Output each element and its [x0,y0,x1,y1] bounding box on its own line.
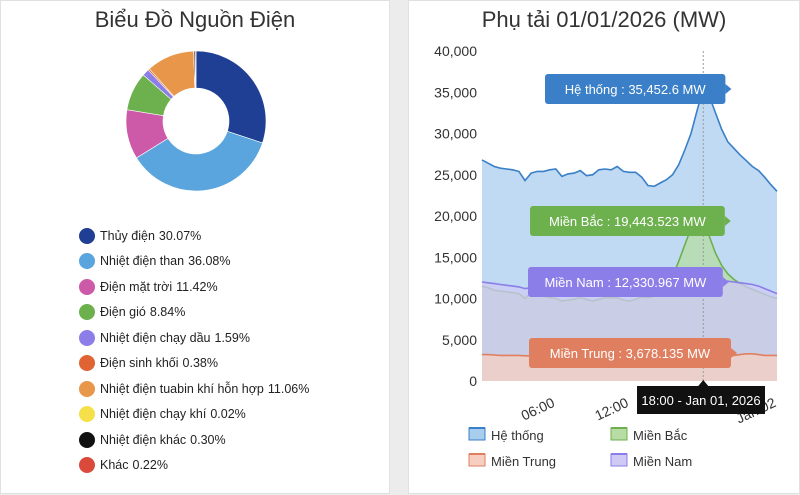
y-tick-label: 0 [469,373,477,389]
legend-label: Khác [100,458,129,473]
x-axis-tooltip: 18:00 - Jan 01, 2026 [637,380,765,414]
series-tooltip-3: Miền Trung : 3,678.135 MW [529,338,737,368]
legend-swatch [79,457,95,474]
area-legend-item-0[interactable]: Hệ thống [468,427,544,443]
series-tooltip-1: Miền Bắc : 19,443.523 MW [530,206,731,236]
area-legend-label: Miền Trung [491,454,556,469]
x-axis-tooltip-text: 18:00 - Jan 01, 2026 [641,393,760,408]
legend-swatch [79,304,95,321]
legend-swatch [79,253,95,270]
pie-legend-item-3[interactable]: Điện gió 8.84% [79,300,309,326]
load-chart-title: Phụ tải 01/01/2026 (MW) [481,7,727,32]
y-tick-label: 25,000 [434,167,477,183]
legend-value: 11.42% [176,279,218,294]
load-chart-panel: Phụ tải 01/01/2026 (MW) 0 5,000 10,000 15,0… [408,0,800,494]
pie-legend-item-6[interactable]: Nhiệt điện tuabin khí hỗn hợp 11.06% [79,376,309,402]
legend-value: 11.06% [267,381,310,396]
legend-value: 0.38% [182,356,218,371]
pie-legend-item-8[interactable]: Nhiệt điện khác 0.30% [79,427,309,453]
legend-swatch [79,355,95,372]
legend-swatch [79,227,95,244]
y-tick-label: 35,000 [434,84,477,100]
legend-value: 0.02% [210,407,246,422]
legend-value: 8.84% [149,305,186,320]
legend-swatch [79,329,95,346]
legend-label: Nhiệt điện khác [100,432,187,447]
y-tick-label: 10,000 [434,291,477,307]
pie-legend-item-0[interactable]: Thủy điện 30.07% [79,223,309,249]
series-tooltip-text: Miền Nam : 12,330.967 MW [544,275,707,290]
legend-label: Nhiệt điện tuabin khí hỗn hợp [100,381,264,396]
legend-value: 30.07% [158,228,202,243]
series-line-0[interactable] [481,86,778,192]
pie-legend-item-5[interactable]: Điện sinh khối 0.38% [79,351,309,377]
legend-swatch [79,406,95,423]
legend-value: 1.59% [214,330,250,345]
series-tooltip-2: Miền Nam : 12,330.967 MW [528,267,729,297]
pie-slice-1[interactable] [136,130,263,192]
pie-chart-title: Biểu Đồ Nguồn Điện [94,7,296,32]
y-tick-label: 15,000 [434,249,477,265]
pie-legend-item-4[interactable]: Nhiệt điện chạy dầu 1.59% [79,325,309,351]
area-legend-item-2[interactable]: Miền Trung [468,453,556,469]
area-legend-label: Miền Bắc [633,428,688,443]
legend-swatch [79,431,95,448]
area-legend-label: Miền Nam [633,454,692,469]
y-tick-label: 5,000 [442,332,477,348]
pie-legend-item-9[interactable]: Khác 0.22% [79,453,309,479]
legend-swatch [79,278,95,295]
legend-label: Nhiệt điện chạy khí [100,407,207,422]
pie-legend-item-2[interactable]: Điện mặt trời 11.42% [79,274,309,300]
x-tick-label: 06:00 [518,394,557,423]
legend-value: 0.22% [132,458,168,473]
legend-label: Nhiệt điện than [100,254,185,269]
y-tick-label: 40,000 [434,43,477,59]
area-legend-item-3[interactable]: Miền Nam [610,453,692,469]
series-tooltip-0: Hệ thống : 35,452.6 MW [545,74,732,104]
power-source-panel: Biểu Đồ Nguồn Điện Thủy điện 30.07% Nhiệt … [0,0,390,494]
legend-label: Nhiệt điện chạy dầu [100,330,211,345]
pie-chart [125,50,267,192]
load-area-chart: 0 5,000 10,000 15,000 20,000 25,000 30,000 35,0… [434,43,778,469]
area-legend-item-1[interactable]: Miền Bắc [610,427,688,443]
x-tick-label: 12:00 [592,394,631,423]
pie-legend: Thủy điện 30.07% Nhiệt điện than 36.08% Điện… [79,223,309,478]
series-tooltip-text: Miền Trung : 3,678.135 MW [550,346,711,361]
pie-slice-9[interactable] [194,50,197,89]
pie-legend-item-7[interactable]: Nhiệt điện chạy khí 0.02% [79,402,309,428]
legend-label: Điện gió [100,305,146,320]
y-tick-label: 20,000 [434,208,477,224]
legend-value: 36.08% [188,254,231,269]
pie-legend-item-1[interactable]: Nhiệt điện than 36.08% [79,249,309,275]
pie-slice-0[interactable] [195,50,267,144]
legend-value: 0.30% [190,432,226,447]
legend-swatch [79,380,95,397]
legend-label: Điện sinh khối [100,356,179,371]
series-tooltip-text: Miền Bắc : 19,443.523 MW [549,214,707,229]
area-legend-label: Hệ thống [491,428,544,443]
legend-label: Điện mặt trời [100,279,173,294]
y-tick-label: 30,000 [434,126,477,142]
series-tooltip-text: Hệ thống : 35,452.6 MW [565,82,707,97]
legend-label: Thủy điện [100,228,155,243]
